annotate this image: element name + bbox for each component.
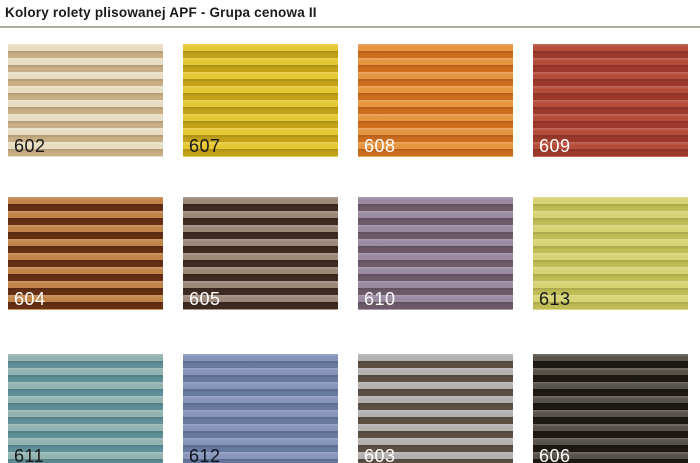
swatch-row: 611 612 603 606: [8, 354, 688, 463]
color-swatch-606: 606: [533, 354, 688, 463]
swatch-row: 602 607 608 609: [8, 44, 688, 157]
swatch-code-label: 603: [364, 446, 396, 463]
swatch-grid: 602 607 608 609 604 605 610 613 611 612 …: [0, 36, 700, 463]
swatch-code-label: 604: [14, 289, 46, 309]
color-swatch-610: 610: [358, 197, 513, 310]
color-swatch-605: 605: [183, 197, 338, 310]
color-swatch-603: 603: [358, 354, 513, 463]
swatch-code-label: 613: [539, 289, 571, 309]
swatch-code-label: 605: [189, 289, 221, 309]
swatch-code-label: 611: [14, 446, 45, 463]
color-swatch-602: 602: [8, 44, 163, 157]
swatch-code-label: 608: [364, 136, 396, 156]
page-title: Kolory rolety plisowanej APF - Grupa cen…: [5, 5, 317, 20]
swatch-code-label: 609: [539, 136, 571, 156]
color-swatch-604: 604: [8, 197, 163, 310]
swatch-code-label: 602: [14, 136, 46, 156]
header-divider: [0, 26, 700, 28]
swatch-code-label: 606: [539, 446, 571, 463]
swatch-code-label: 610: [364, 289, 396, 309]
color-swatch-607: 607: [183, 44, 338, 157]
page-header: Kolory rolety plisowanej APF - Grupa cen…: [0, 0, 700, 22]
color-swatch-613: 613: [533, 197, 688, 310]
swatch-code-label: 612: [189, 446, 221, 463]
swatch-row: 604 605 610 613: [8, 197, 688, 310]
color-swatch-609: 609: [533, 44, 688, 157]
color-swatch-608: 608: [358, 44, 513, 157]
swatch-code-label: 607: [189, 136, 221, 156]
color-swatch-611: 611: [8, 354, 163, 463]
color-swatch-612: 612: [183, 354, 338, 463]
